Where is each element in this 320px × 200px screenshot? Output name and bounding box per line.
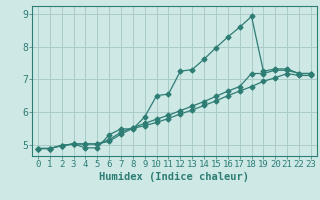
X-axis label: Humidex (Indice chaleur): Humidex (Indice chaleur) (100, 172, 249, 182)
